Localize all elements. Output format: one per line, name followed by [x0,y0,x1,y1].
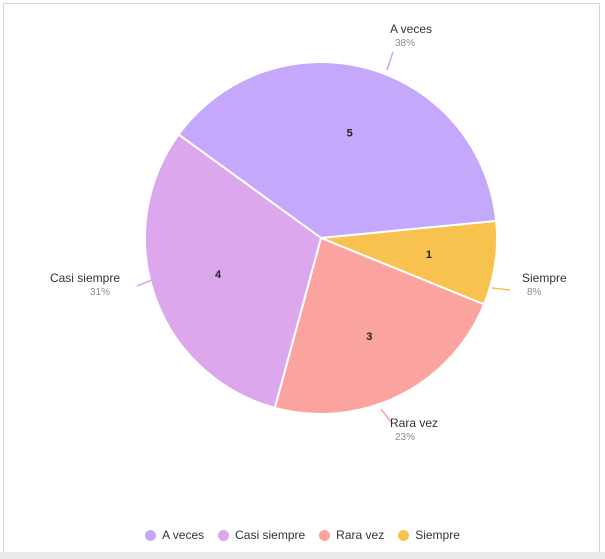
pie-slice-a-veces[interactable] [177,61,498,240]
legend-swatch [145,529,157,541]
leader-line-casi-siempre [136,279,153,287]
legend-label: Rara vez [336,528,385,542]
slice-label-siempre: Siempre [522,271,567,285]
legend-item-a-veces[interactable]: A veces [145,528,204,542]
slice-percent-casi-siempre: 31% [90,287,110,298]
pie-slice-rara-vez[interactable] [273,236,486,415]
slice-percent-rara-vez: 23% [395,432,415,443]
leader-line-a-veces [386,51,394,71]
legend-swatch [319,529,331,541]
legend-swatch [398,529,410,541]
slice-value-rara-vez: 3 [366,331,372,343]
slice-label-a-veces: A veces [390,22,432,36]
slice-value-casi-siempre: 4 [215,269,222,281]
legend-swatch [218,529,230,541]
slice-percent-siempre: 8% [527,287,542,298]
pie-labels: 5 A veces 38% 1 Siempre 8% 3 Rara vez 23% 4 Casi s… [50,22,567,443]
chart-legend: A veces Casi siempre Rara vez Siempre [0,520,605,550]
slice-label-rara-vez: Rara vez [390,416,438,430]
legend-item-casi-siempre[interactable]: Casi siempre [218,528,305,542]
legend-label: Siempre [415,528,460,542]
legend-item-siempre[interactable]: Siempre [398,528,460,542]
slice-label-casi-siempre: Casi siempre [50,271,120,285]
pie-slices [144,61,498,415]
slice-percent-a-veces: 38% [395,38,415,49]
legend-label: A veces [162,528,205,542]
slice-value-a-veces: 5 [347,128,353,140]
bottom-strip [0,552,605,559]
pie-slice-casi-siempre[interactable] [144,133,323,410]
leader-line-siempre [491,287,511,291]
legend-item-rara-vez[interactable]: Rara vez [319,528,384,542]
leader-line-rara-vez [380,408,392,423]
pie-leader-lines [136,51,511,423]
legend-label: Casi siempre [235,528,306,542]
slice-value-siempre: 1 [426,249,432,261]
